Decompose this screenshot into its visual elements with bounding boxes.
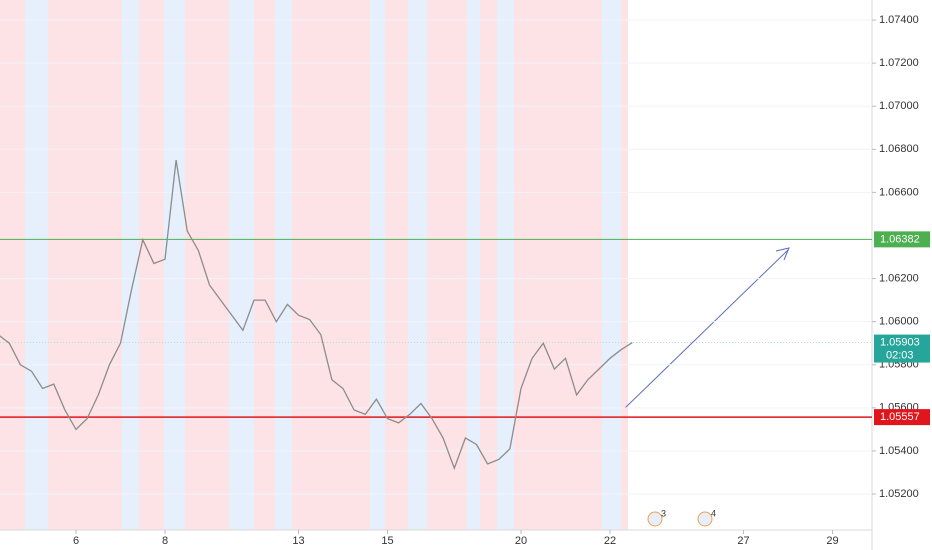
stripe bbox=[377, 0, 385, 530]
last-price-label: 1.05903 bbox=[880, 336, 920, 348]
stripe bbox=[539, 0, 546, 530]
stripe bbox=[122, 0, 131, 530]
y-tick-label: 1.06000 bbox=[879, 316, 919, 328]
stripe bbox=[563, 0, 577, 530]
level-box bbox=[874, 409, 930, 426]
event-icon bbox=[647, 511, 663, 527]
stripe bbox=[480, 0, 493, 530]
event-count: 3 bbox=[661, 508, 666, 518]
stripe bbox=[497, 0, 502, 530]
stripe bbox=[331, 0, 347, 530]
stripe bbox=[76, 0, 80, 530]
stripe bbox=[139, 0, 152, 530]
stripe bbox=[577, 0, 586, 530]
countdown: 02:03 bbox=[886, 349, 914, 361]
stripe bbox=[259, 0, 275, 530]
stripe bbox=[286, 0, 292, 530]
stripe bbox=[322, 0, 326, 530]
x-tick-label: 22 bbox=[604, 535, 616, 547]
stripe bbox=[347, 0, 360, 530]
stripe bbox=[624, 0, 628, 530]
stripe bbox=[131, 0, 139, 530]
stripe bbox=[546, 0, 552, 530]
stripe bbox=[326, 0, 331, 530]
stripe bbox=[11, 0, 25, 530]
stripe bbox=[427, 0, 442, 530]
stripe bbox=[370, 0, 377, 530]
stripe bbox=[198, 0, 212, 530]
stripe bbox=[91, 0, 95, 530]
x-tick-label: 6 bbox=[73, 535, 79, 547]
stripe bbox=[385, 0, 392, 530]
stripe bbox=[621, 0, 624, 530]
stripe bbox=[95, 0, 110, 530]
level-label: 1.06382 bbox=[880, 233, 920, 245]
y-tick-label: 1.07200 bbox=[879, 57, 919, 69]
price-line bbox=[0, 159, 633, 471]
stripe bbox=[586, 0, 602, 530]
stripe bbox=[275, 0, 286, 530]
stripe bbox=[63, 0, 76, 530]
stripe bbox=[514, 0, 523, 530]
stripe bbox=[360, 0, 370, 530]
stripe bbox=[0, 0, 11, 530]
stripe bbox=[80, 0, 91, 530]
stripe bbox=[38, 0, 48, 530]
event-icon bbox=[697, 511, 713, 527]
y-tick-label: 1.05200 bbox=[879, 488, 919, 500]
stripe bbox=[212, 0, 219, 530]
stripe bbox=[448, 0, 453, 530]
stripe bbox=[185, 0, 198, 530]
stripe bbox=[173, 0, 185, 530]
stripe bbox=[110, 0, 122, 530]
stripe bbox=[493, 0, 497, 530]
stripe bbox=[408, 0, 423, 530]
trend-arrow bbox=[624, 249, 789, 409]
arrow-head bbox=[775, 247, 790, 261]
y-tick-label: 1.05400 bbox=[879, 445, 919, 457]
stripe bbox=[254, 0, 259, 530]
y-tick-label: 1.06600 bbox=[879, 186, 919, 198]
y-tick-label: 1.07000 bbox=[879, 100, 919, 112]
stripe bbox=[602, 0, 605, 530]
stripe bbox=[48, 0, 51, 530]
last-price-box bbox=[874, 334, 930, 363]
event-count: 4 bbox=[711, 508, 716, 518]
stripe bbox=[423, 0, 427, 530]
x-tick-label: 15 bbox=[381, 535, 393, 547]
x-tick-label: 8 bbox=[162, 535, 168, 547]
stripe bbox=[392, 0, 408, 530]
stripe bbox=[307, 0, 322, 530]
stripe bbox=[152, 0, 164, 530]
stripe bbox=[502, 0, 514, 530]
x-tick-label: 20 bbox=[515, 535, 527, 547]
stripe bbox=[605, 0, 621, 530]
x-tick-label: 29 bbox=[826, 535, 838, 547]
stripe bbox=[476, 0, 480, 530]
stripe bbox=[219, 0, 229, 530]
stripe bbox=[242, 0, 254, 530]
y-tick-label: 1.07400 bbox=[879, 14, 919, 26]
stripe bbox=[164, 0, 173, 530]
stripe bbox=[442, 0, 448, 530]
stripe bbox=[467, 0, 476, 530]
x-tick-label: 27 bbox=[737, 535, 749, 547]
stripe bbox=[25, 0, 38, 530]
level-label: 1.05557 bbox=[880, 411, 920, 423]
x-tick-label: 13 bbox=[292, 535, 304, 547]
stripe bbox=[301, 0, 307, 530]
level-box bbox=[874, 231, 930, 248]
stripe bbox=[523, 0, 539, 530]
y-tick-label: 1.06200 bbox=[879, 272, 919, 284]
stripe bbox=[453, 0, 467, 530]
stripe bbox=[292, 0, 301, 530]
stripe bbox=[552, 0, 563, 530]
session-stripes bbox=[0, 0, 628, 530]
stripe bbox=[229, 0, 242, 530]
y-tick-label: 1.06800 bbox=[879, 143, 919, 155]
